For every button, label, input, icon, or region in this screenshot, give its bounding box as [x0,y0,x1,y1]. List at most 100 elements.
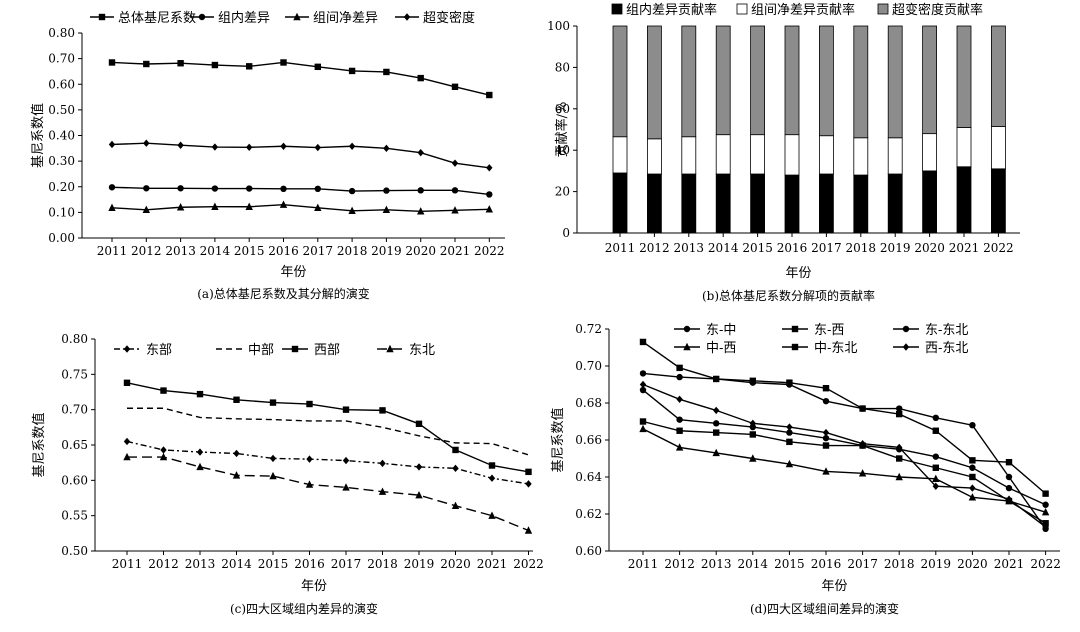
data-point [749,431,756,438]
x-tick-label: 2015 [258,557,289,571]
x-tick-label: 2018 [846,241,877,255]
y-tick-label: 0.55 [61,509,88,523]
y-tick-label: 0.60 [48,77,75,91]
data-point [196,390,204,398]
bar-segment [853,137,869,176]
legend-label: 东-中 [706,323,736,338]
legend-label: 组内差异贡献率 [626,2,717,18]
x-tick-label: 2015 [742,241,773,255]
bar-segment [612,25,628,138]
data-point [713,375,720,383]
data-point [525,480,532,488]
data-point [383,68,390,76]
data-point [383,144,390,153]
bar-segment [922,170,937,234]
legend-swatch [736,3,748,15]
x-tick-label: 2022 [513,557,544,571]
y-tick-label: 0.30 [48,154,75,168]
data-point [713,406,720,415]
chart-panel-a: 0.00 0.10 0.20 0.30 0.40 0.50 0.60 0.70 0.80 2011… [30,10,505,301]
x-tick-label: 2016 [777,241,808,255]
y-tick-label: 100 [547,19,570,33]
legend-label: 中-东北 [814,341,857,356]
data-point [1005,459,1013,466]
data-point [822,467,830,475]
data-point [314,203,322,211]
legend-marker [683,325,691,333]
data-point [486,164,493,172]
data-point [379,459,386,468]
data-point [675,443,684,451]
data-point [488,511,496,519]
series-line [642,341,1047,495]
legend-label: 超变密度贡献率 [892,2,983,18]
data-point [306,455,313,463]
bar-segment [853,174,869,234]
bar-segment [991,25,1006,127]
data-point [232,471,241,479]
data-point [858,469,867,477]
data-point [123,379,131,387]
x-tick-label: 2016 [294,557,325,571]
data-point [279,200,288,208]
data-point [348,67,356,75]
chart-caption: (c)四大区域组内差异的演变 [230,601,378,616]
data-point [108,59,116,66]
data-point [932,474,940,483]
data-point [417,187,424,194]
data-point [786,381,793,388]
x-tick-label: 2012 [664,557,695,571]
data-point [305,480,314,488]
data-point [314,143,321,152]
chart-caption: (a)总体基尼系数及其分解的演变 [197,286,370,301]
y-tick-label: 60 [555,102,570,116]
x-tick-label: 2015 [774,557,805,571]
data-point [211,61,219,69]
bar-segment [887,137,903,175]
data-point [196,448,204,456]
bar-segment [784,174,800,234]
x-tick-label: 2016 [811,557,842,571]
data-point [859,405,866,412]
data-point [676,416,683,423]
legend-label: 东-东北 [925,323,968,338]
bar-segment [647,173,662,234]
bar-segment [715,25,731,136]
data-point [822,428,830,437]
series-0 [123,437,532,488]
legend-label: 超变密度 [423,10,475,26]
x-axis-title: 年份 [301,579,327,594]
y-tick-label: 0.50 [48,103,75,117]
bar-segment [612,172,628,234]
legend-marker [198,13,206,21]
legend-label: 中部 [248,343,274,358]
bar-segment [991,168,1006,234]
legend-label: 东北 [409,343,435,358]
x-tick-label: 2017 [847,557,878,571]
data-point [415,420,423,427]
bar-segment [647,138,662,175]
x-tick-label: 2017 [811,241,842,255]
y-tick-label: 0.60 [575,544,602,558]
series-line [127,407,529,456]
data-point [786,438,793,446]
x-tick-label: 2018 [367,557,398,571]
bar-segment [819,173,834,234]
x-tick-label: 2014 [200,244,231,258]
y-tick-label: 0.70 [61,403,88,417]
series-0 [108,59,493,99]
data-point [639,380,647,389]
data-point [280,185,287,192]
y-axis-title: 基尼系数值 [31,412,47,477]
data-point [525,468,532,476]
y-tick-label: 0.60 [61,473,88,487]
legend-marker [791,343,799,351]
legend-label: 中-西 [706,341,736,356]
bar-segment [647,25,662,140]
data-point [108,203,116,211]
data-point [143,139,150,147]
data-point [108,184,116,191]
data-point [1041,507,1050,516]
data-point [123,452,131,461]
data-point [348,187,356,195]
